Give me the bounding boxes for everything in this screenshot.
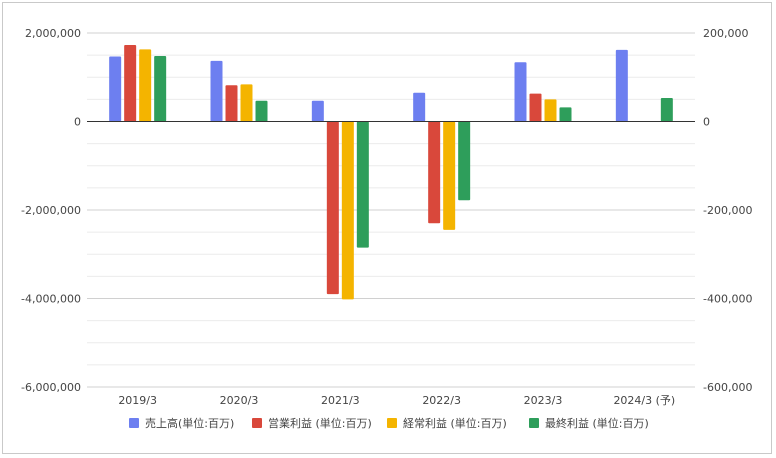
bar	[326, 121, 339, 295]
legend-label: 営業利益 (単位:百万)	[268, 416, 372, 430]
x-tick-label: 2023/3	[524, 394, 563, 407]
x-tick-label: 2024/3 (予)	[613, 394, 675, 407]
right-tick-label: 200,000	[703, 27, 749, 40]
x-tick-label: 2022/3	[422, 394, 461, 407]
bar	[109, 56, 122, 122]
bar	[544, 99, 557, 122]
left-tick-label: -6,000,000	[21, 381, 81, 394]
x-tick-label: 2019/3	[118, 394, 157, 407]
right-axis: 200,000 0 -200,000 -400,000 -600,000	[703, 27, 752, 394]
bar	[311, 100, 324, 122]
left-tick-label: 0	[74, 116, 81, 129]
legend-label: 経常利益 (単位:百万)	[403, 416, 507, 430]
left-tick-label: -2,000,000	[21, 204, 81, 217]
legend-swatch	[529, 418, 539, 428]
x-tick-label: 2021/3	[321, 394, 360, 407]
bar	[514, 62, 527, 122]
bar	[615, 49, 628, 122]
bar	[255, 100, 268, 122]
right-tick-label: -200,000	[703, 204, 752, 217]
bar	[413, 92, 426, 122]
legend: 売上高(単位:百万) 営業利益 (単位:百万) 経常利益 (単位:百万) 最終利益 (…	[129, 416, 649, 430]
legend-swatch	[129, 418, 139, 428]
gridlines	[87, 32, 695, 388]
legend-label: 売上高(単位:百万)	[145, 416, 234, 430]
bar	[139, 49, 152, 122]
x-tick-label: 2020/3	[220, 394, 259, 407]
bar	[154, 56, 167, 122]
bar	[341, 121, 354, 300]
bar	[225, 85, 238, 122]
legend-swatch	[387, 418, 397, 428]
bar-chart: 2,000,000 0 -2,000,000 -4,000,000 -6,000,000…	[21, 27, 752, 430]
bar	[124, 44, 137, 122]
right-tick-label: -400,000	[703, 293, 752, 306]
bar	[458, 121, 471, 201]
right-tick-label: 0	[703, 116, 710, 129]
chart-frame: 2,000,000 0 -2,000,000 -4,000,000 -6,000,000…	[2, 2, 772, 454]
left-tick-label: 2,000,000	[25, 27, 81, 40]
bar	[443, 121, 456, 230]
bar	[240, 84, 253, 122]
bar	[559, 107, 572, 122]
bar	[356, 121, 369, 248]
left-axis: 2,000,000 0 -2,000,000 -4,000,000 -6,000,000	[21, 27, 81, 394]
bars	[109, 44, 673, 300]
bar	[210, 60, 223, 122]
bar	[529, 93, 542, 122]
bar	[428, 121, 441, 224]
bar	[660, 98, 673, 122]
right-tick-label: -600,000	[703, 381, 752, 394]
legend-swatch	[252, 418, 262, 428]
left-tick-label: -4,000,000	[21, 293, 81, 306]
legend-label: 最終利益 (単位:百万)	[545, 416, 649, 430]
x-axis: 2019/3 2020/3 2021/3 2022/3 2023/3 2024/3 (予)	[118, 394, 675, 407]
